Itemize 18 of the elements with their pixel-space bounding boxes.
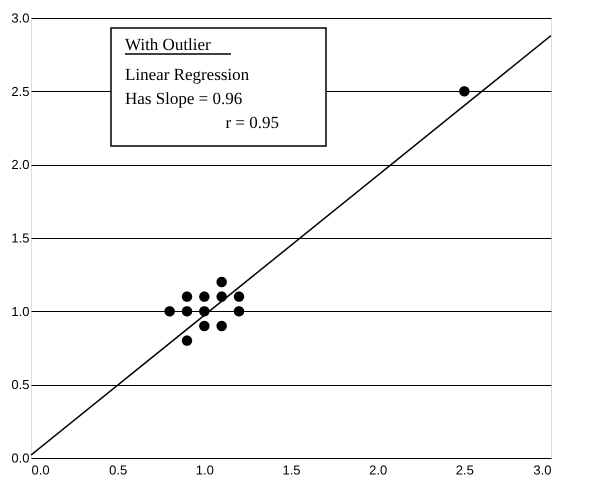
y-tick-label: 0.5 <box>11 377 30 392</box>
x-tick-label: 1.0 <box>196 462 214 478</box>
x-tick-label: 2.0 <box>369 462 388 478</box>
annotation: With Outlier <box>125 35 212 54</box>
annotation: Has Slope = 0.96 <box>125 89 242 108</box>
annotation: r = 0.95 <box>226 113 279 132</box>
y-tick-label: 2.0 <box>11 157 30 172</box>
x-tick-label: 3.0 <box>533 462 552 478</box>
x-tick-label: 0.5 <box>109 462 128 478</box>
y-tick-label: 2.5 <box>11 84 30 99</box>
y-tick-label: 3.0 <box>11 10 30 26</box>
y-tick-label: 1.5 <box>11 230 30 246</box>
x-tick-label: 0.0 <box>32 462 50 478</box>
x-tick-label: 1.5 <box>282 462 301 478</box>
annotation: Linear Regression <box>125 65 250 84</box>
x-tick-label: 2.5 <box>456 462 474 478</box>
y-tick-label: 0.0 <box>11 450 30 466</box>
y-tick-label: 1.0 <box>11 304 30 319</box>
